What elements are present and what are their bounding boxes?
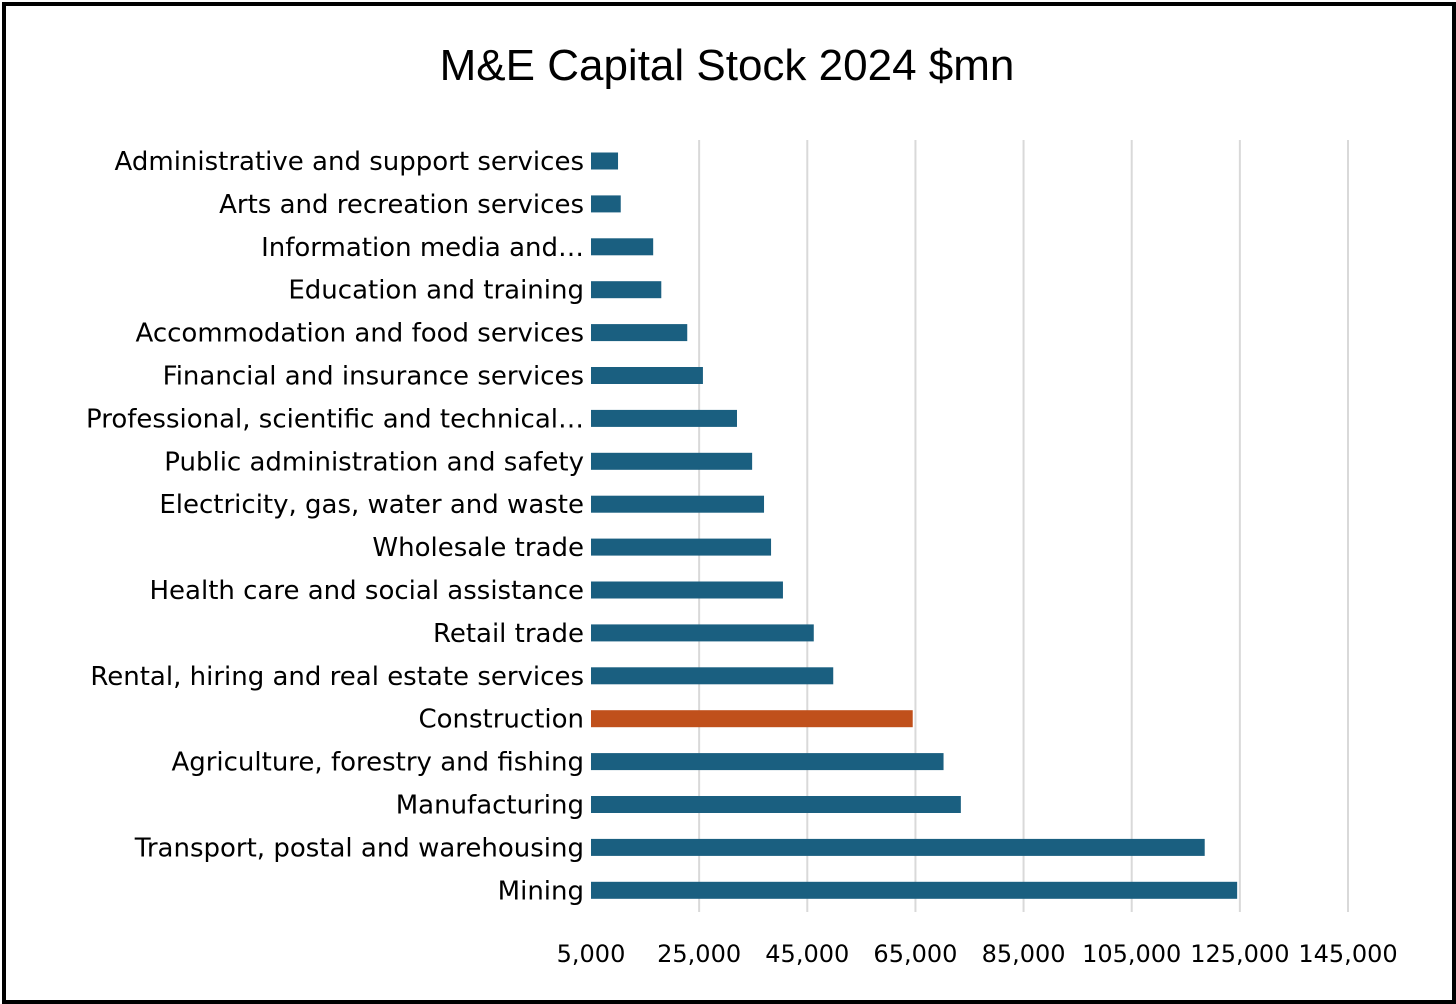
x-axis-tick-labels: 5,000 25,000 45,000 65,000 85,000 105,000 125,… [557, 940, 1398, 968]
bar [591, 710, 913, 728]
category-label: Accommodation and food services [136, 319, 585, 349]
bar [591, 152, 619, 170]
bar [591, 367, 703, 384]
category-label: Administrative and support services [115, 147, 584, 177]
bar [591, 753, 944, 771]
bar [591, 881, 1238, 899]
category-label: Professional, scientific and technical… [86, 404, 584, 434]
bar [591, 796, 961, 813]
bar [591, 495, 765, 513]
category-label: Health care and social assistance [149, 576, 584, 606]
category-label: Transport, postal and warehousing [134, 833, 584, 863]
category-label: Electricity, gas, water and waste [159, 490, 584, 520]
category-label: Wholesale trade [372, 533, 584, 563]
bar [591, 452, 753, 470]
bars [591, 152, 1238, 899]
bar [591, 324, 688, 342]
chart-title: M&E Capital Stock 2024 $mn [440, 41, 1015, 90]
bar [591, 667, 834, 685]
bar [591, 238, 654, 256]
category-label: Arts and recreation services [219, 190, 584, 220]
category-label: Rental, hiring and real estate services [90, 662, 584, 692]
x-tick-label: 125,000 [1190, 940, 1289, 968]
x-tick-label: 45,000 [765, 940, 849, 968]
category-label: Retail trade [433, 619, 584, 649]
bar [591, 195, 621, 213]
category-label: Information media and… [261, 233, 584, 263]
category-label: Manufacturing [396, 791, 584, 821]
x-tick-label: 65,000 [873, 940, 957, 968]
category-label: Construction [418, 705, 584, 735]
bar [591, 581, 783, 599]
x-tick-label: 25,000 [657, 940, 741, 968]
category-labels: Administrative and support services Arts … [86, 147, 584, 906]
gridlines [698, 140, 1349, 912]
category-label: Public administration and safety [164, 447, 584, 477]
category-label: Financial and insurance services [163, 362, 584, 392]
category-label: Education and training [288, 276, 584, 306]
bar [591, 624, 814, 642]
bar [591, 838, 1205, 856]
x-tick-label: 5,000 [557, 940, 626, 968]
bar [591, 281, 662, 299]
x-tick-label: 85,000 [982, 940, 1066, 968]
category-label: Mining [498, 876, 584, 906]
category-label: Agriculture, forestry and fishing [171, 748, 584, 778]
bar [591, 538, 772, 556]
x-tick-label: 105,000 [1082, 940, 1181, 968]
x-tick-label: 145,000 [1298, 940, 1397, 968]
bar [591, 409, 737, 427]
